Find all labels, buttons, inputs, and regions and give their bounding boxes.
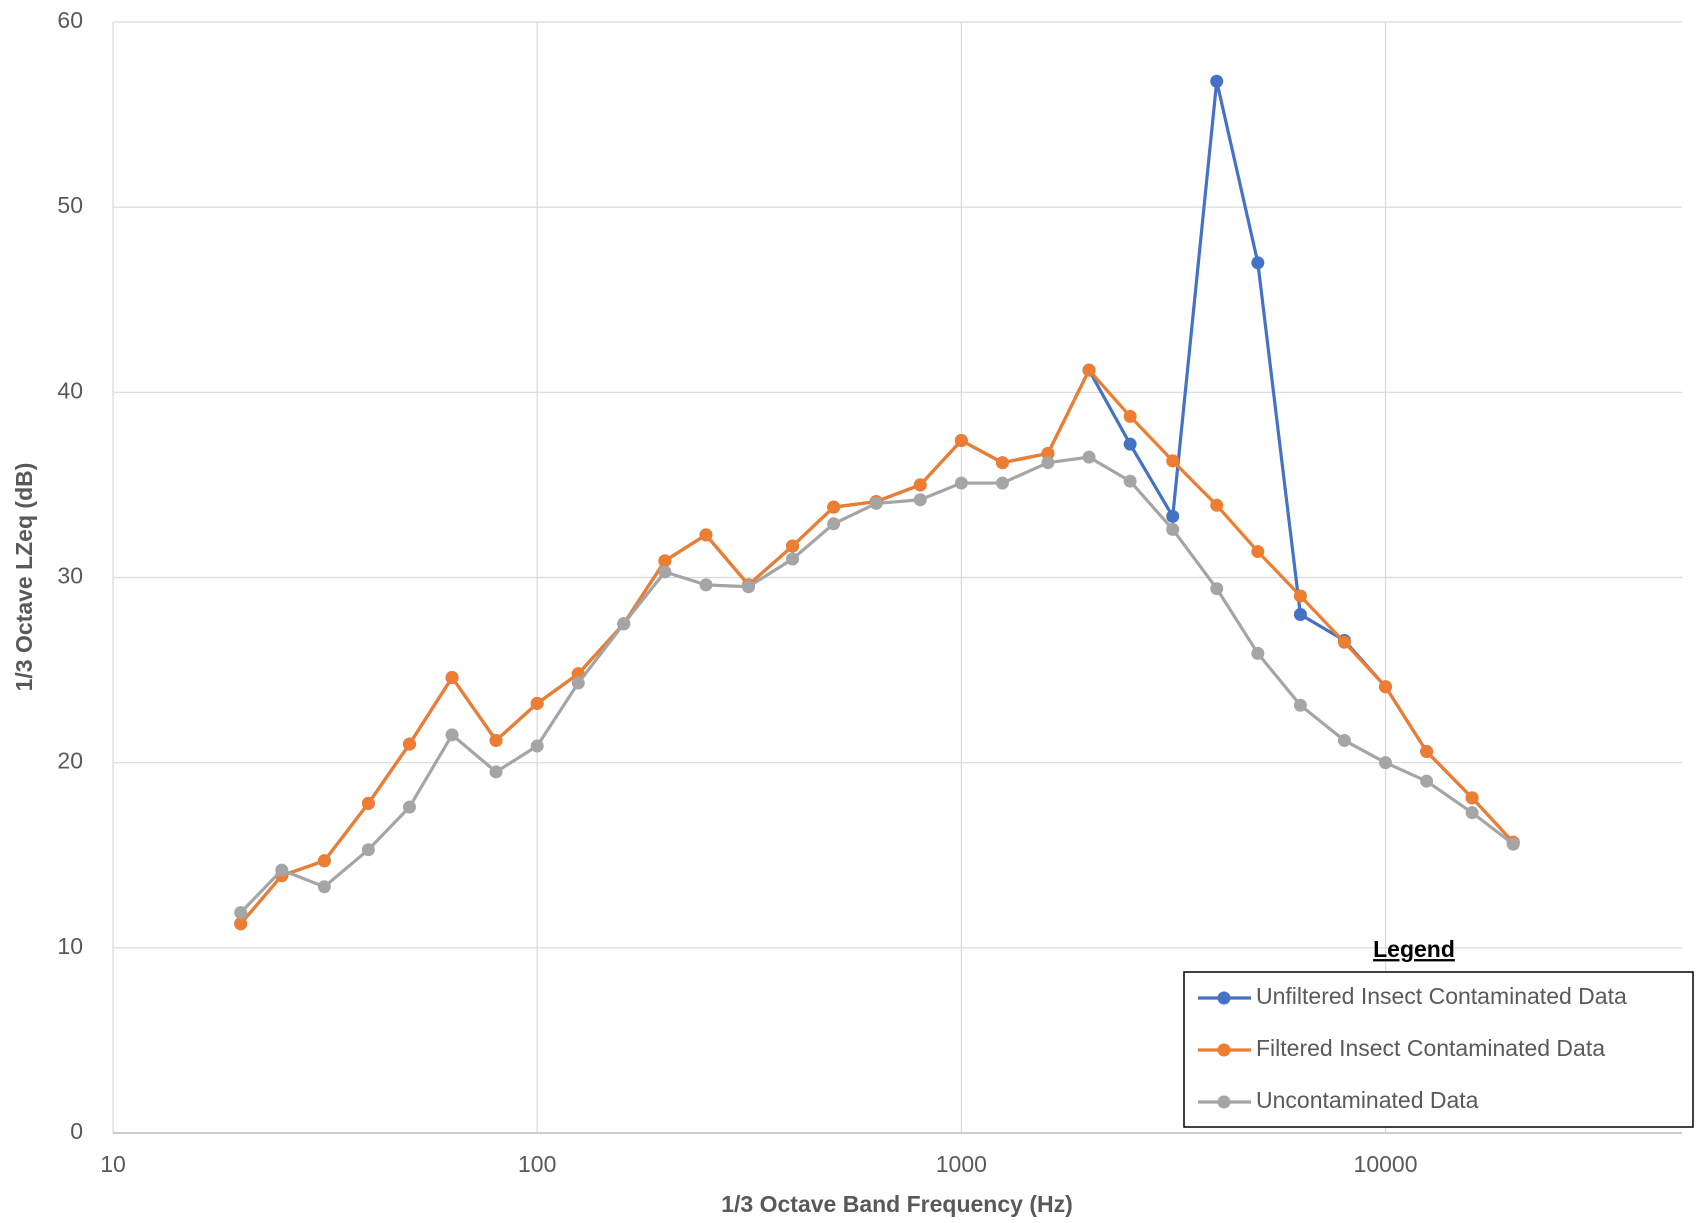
legend-label: Unfiltered Insect Contaminated Data <box>1256 983 1627 1009</box>
data-point <box>995 476 1009 490</box>
data-point <box>1041 446 1055 460</box>
data-point <box>361 796 375 810</box>
data-point <box>1293 589 1307 603</box>
y-axis-title: 1/3 Octave LZeq (dB) <box>11 463 37 692</box>
data-point <box>617 617 631 631</box>
y-tick-label: 30 <box>57 563 83 589</box>
data-point <box>1166 522 1180 536</box>
legend-label: Uncontaminated Data <box>1256 1087 1479 1113</box>
data-point <box>869 496 883 510</box>
data-point <box>699 578 713 592</box>
x-axis-title: 1/3 Octave Band Frequency (Hz) <box>721 1191 1073 1217</box>
data-point <box>1166 454 1180 468</box>
data-point <box>1210 582 1224 596</box>
data-point <box>234 906 248 920</box>
data-point <box>1041 456 1055 470</box>
data-point <box>317 880 331 894</box>
data-point <box>954 433 968 447</box>
legend-marker <box>1217 991 1231 1005</box>
x-tick-label: 100 <box>518 1151 556 1177</box>
data-point <box>742 580 756 594</box>
data-point <box>1210 498 1224 512</box>
data-point <box>1082 363 1096 377</box>
data-point <box>1420 745 1434 759</box>
legend-label: Filtered Insect Contaminated Data <box>1256 1035 1605 1061</box>
data-point <box>658 554 672 568</box>
y-tick-label: 40 <box>57 377 83 403</box>
data-point <box>995 456 1009 470</box>
y-tick-label: 10 <box>57 933 83 959</box>
x-tick-label: 10 <box>100 1151 126 1177</box>
data-point <box>1379 680 1393 694</box>
x-tick-label: 1000 <box>936 1151 987 1177</box>
data-point <box>571 676 585 690</box>
data-point <box>402 800 416 814</box>
data-point <box>1506 837 1520 851</box>
data-point <box>786 539 800 553</box>
data-point <box>317 854 331 868</box>
data-point <box>489 733 503 747</box>
data-point <box>1123 474 1137 488</box>
data-point <box>530 739 544 753</box>
data-point <box>954 476 968 490</box>
legend-marker <box>1217 1095 1231 1109</box>
data-point <box>1166 509 1180 523</box>
data-point <box>1420 774 1434 788</box>
data-point <box>1293 698 1307 712</box>
data-point <box>1337 733 1351 747</box>
y-tick-label: 0 <box>70 1118 83 1144</box>
data-point <box>913 493 927 507</box>
data-point <box>1210 74 1224 88</box>
data-point <box>827 500 841 514</box>
y-tick-label: 20 <box>57 748 83 774</box>
data-point <box>1337 635 1351 649</box>
data-point <box>1379 756 1393 770</box>
data-point <box>1251 646 1265 660</box>
series-line <box>239 368 1515 925</box>
data-point <box>361 843 375 857</box>
data-point <box>786 552 800 566</box>
data-point <box>827 517 841 531</box>
data-point <box>530 696 544 710</box>
legend: Legend Unfiltered Insect Contaminated Dat… <box>1183 936 1694 1128</box>
data-point <box>1123 437 1137 451</box>
data-point <box>1293 608 1307 622</box>
data-point <box>445 670 459 684</box>
data-point <box>1251 256 1265 270</box>
legend-marker <box>1217 1043 1231 1057</box>
legend-title: Legend <box>1373 936 1455 962</box>
data-point <box>1465 806 1479 820</box>
data-point <box>402 737 416 751</box>
data-point <box>1465 791 1479 805</box>
legend-box <box>1183 971 1694 1128</box>
data-point <box>1082 450 1096 464</box>
data-point <box>489 765 503 779</box>
data-point <box>658 565 672 579</box>
data-point <box>913 478 927 492</box>
data-point <box>275 863 289 877</box>
data-point <box>445 728 459 742</box>
data-point <box>234 917 248 931</box>
y-tick-label: 50 <box>57 192 83 218</box>
data-point <box>1123 409 1137 423</box>
x-tick-label: 10000 <box>1354 1151 1418 1177</box>
data-point <box>699 528 713 542</box>
y-tick-label: 60 <box>57 7 83 33</box>
series-line <box>239 455 1515 914</box>
data-point <box>1251 545 1265 559</box>
